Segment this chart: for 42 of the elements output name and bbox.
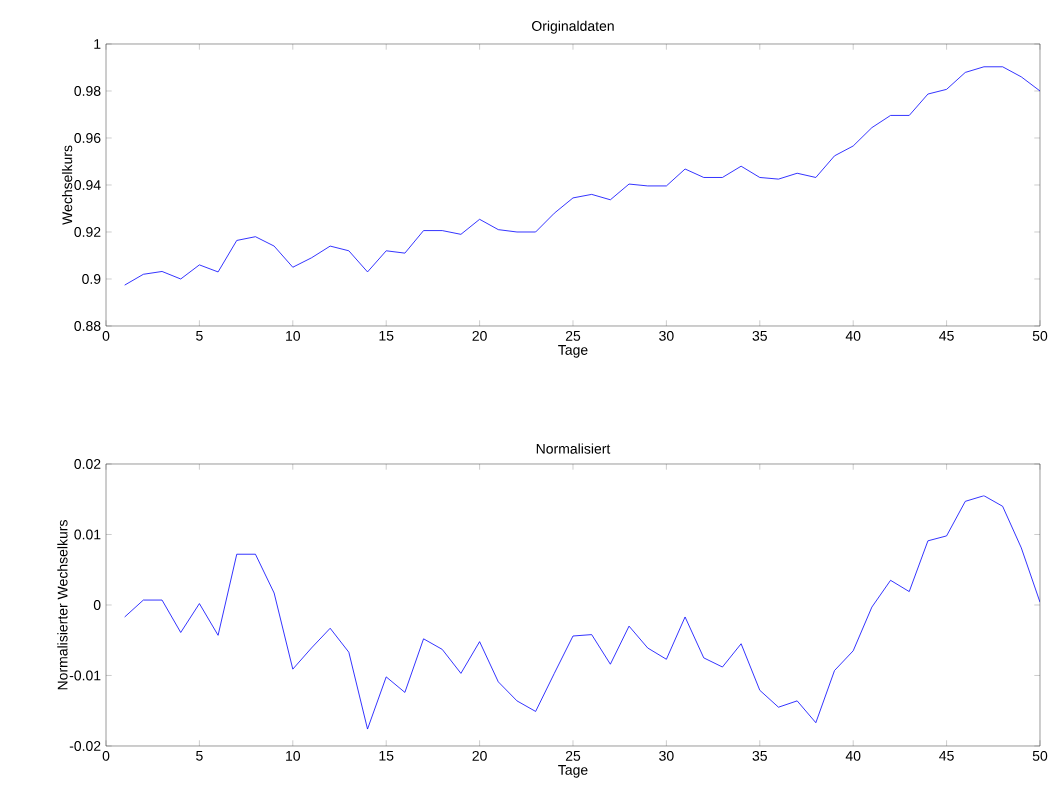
x-tick-label: 5 (196, 750, 203, 761)
x-axis-title: Tage (558, 345, 588, 358)
x-tick-label: 35 (752, 750, 767, 761)
y-axis-title: Normalisierter Wechselkurs (57, 520, 68, 690)
x-tick-label: 30 (659, 750, 674, 761)
x-tick-label: 50 (1032, 750, 1048, 761)
x-tick-label: 5 (196, 330, 203, 341)
chart-title: Originaldaten (532, 20, 614, 34)
x-tick-label: 20 (472, 330, 487, 341)
x-tick-label: 10 (286, 330, 301, 341)
x-axis-title: Tage (558, 765, 588, 778)
x-tick-label: 35 (752, 330, 767, 341)
y-tick-label: 0.92 (74, 227, 101, 237)
y-axis-title: Wechselkurs (61, 145, 73, 225)
y-tick-label: 0.96 (74, 133, 101, 143)
chart-title: Normalisiert (536, 443, 611, 454)
x-tick-label: 25 (565, 330, 581, 341)
x-tick-label: 20 (472, 750, 487, 761)
y-tick-label: -0.02 (69, 741, 101, 751)
line-series (124, 495, 1040, 730)
y-tick-label: 0.98 (74, 86, 101, 96)
x-tick-label: 40 (845, 750, 861, 761)
x-tick-label: 50 (1032, 330, 1048, 341)
y-tick-label: 0.94 (74, 180, 101, 190)
x-tick-label: 0 (102, 750, 110, 761)
y-tick-label: 0.02 (74, 459, 101, 469)
x-tick-label: 15 (379, 330, 394, 341)
line-series (124, 66, 1040, 286)
x-tick-label: 0 (102, 330, 110, 341)
y-tick-label: 1 (94, 39, 101, 49)
x-tick-label: 30 (659, 330, 674, 341)
x-tick-label: 45 (939, 330, 954, 341)
y-tick-label: -0.01 (69, 670, 101, 681)
x-tick-label: 10 (286, 750, 301, 761)
x-tick-label: 15 (379, 750, 394, 761)
y-tick-label: 0 (93, 600, 101, 610)
x-tick-label: 25 (565, 750, 581, 761)
x-tick-label: 45 (939, 750, 954, 761)
y-tick-label: 0.01 (74, 529, 101, 540)
x-tick-label: 40 (845, 330, 861, 341)
y-tick-label: 0.9 (82, 274, 101, 284)
y-tick-label: 0.88 (74, 321, 101, 331)
